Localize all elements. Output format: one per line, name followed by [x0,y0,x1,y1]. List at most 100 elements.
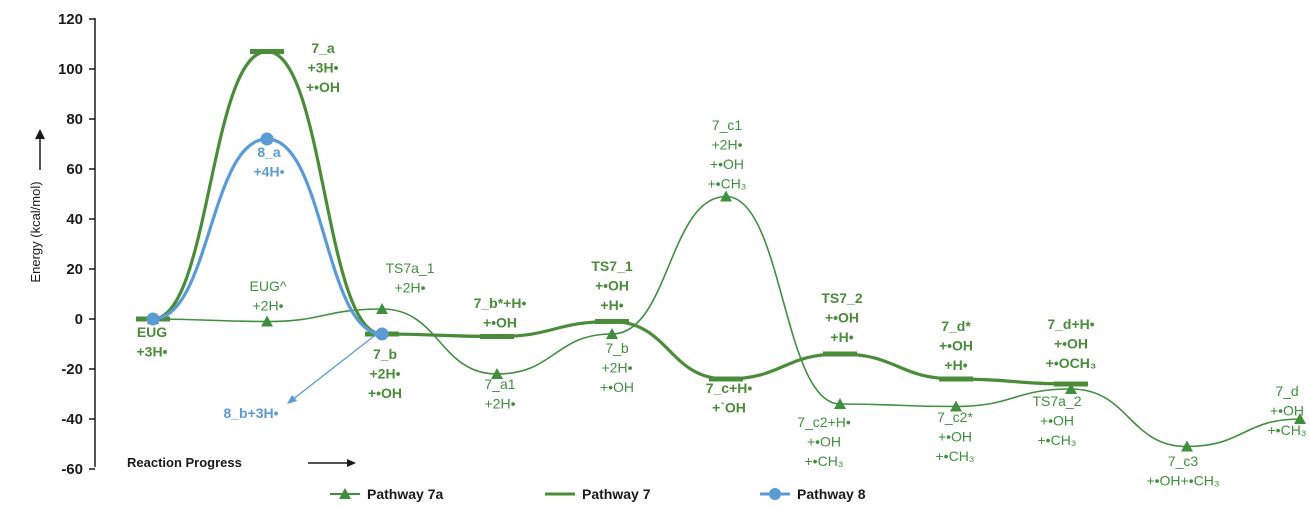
y-tick-label: 20 [66,261,83,278]
y-tick-label: 120 [58,11,83,28]
y-axis-label: Energy (kcal/mol) [28,181,43,282]
x-axis-arrowhead [347,459,356,467]
point-annotation: TS7_1 +•OH +H• [591,258,632,313]
annotation-line: +•OH [368,385,402,401]
annotation-line: TS7_1 [591,258,632,274]
annotation-line: +2H• [253,298,284,314]
annotation-line: +•OH [938,429,972,445]
point-annotation: 7_d+H• +•OH +•OCH₃ [1046,316,1097,371]
point-annotation: 7_c1 +2H• +•OH +•CH₃ [708,117,747,192]
y-tick-label: -60 [61,461,83,478]
annotation-line: +•OH [595,278,629,294]
series-point-pathway-8 [375,327,389,341]
point-annotation: EUG^ +2H• [250,278,287,314]
y-tick-label: 100 [58,61,83,78]
annotation-line: +•OH [600,379,634,395]
point-annotation: 7_b +2H• +•OH [368,346,402,401]
point-annotation: 7_a +3H• +•OH [306,40,340,95]
series-point-pathway-7 [595,319,629,324]
series-point-pathway-7a [950,400,962,412]
annotation-line: +•OH [483,315,517,331]
series-point-pathway-7 [1054,381,1088,387]
point-annotation: TS7a_2 +•OH +•CH₃ [1032,393,1081,448]
annotation-line: +•OH+•CH₃ [1146,473,1219,489]
point-annotation: TS7_2 +•OH +H• [821,290,862,345]
point-annotation: EUG +3H• [137,324,168,360]
series-point-pathway-7a [491,368,503,379]
annotation-line: +•OCH₃ [1046,355,1097,371]
series-point-pathway-7a [261,315,273,327]
annotation-line: +4H• [254,164,285,180]
annotation-line: +3H• [137,344,168,360]
point-annotation: 7_c2* +•OH +•CH₃ [936,409,975,464]
annotation-line: +H• [944,357,967,373]
annotation-line: 7_d+H• [1047,316,1094,332]
annotation-line: 7_c2+H• [797,414,851,430]
annotation-line: +˙OH [712,400,746,416]
annotation-arrowhead-8b [287,395,297,404]
annotation-line: EUG^ [250,278,287,294]
chart-legend: Pathway 7a Pathway 7 Pathway 8 [330,486,866,502]
annotation-line: +•OH [1054,336,1088,352]
annotation-line: 7_b*+H• [474,295,527,311]
y-tick-label: -40 [61,411,83,428]
series-point-pathway-7a [1181,440,1193,452]
y-tick-label: 40 [66,211,83,228]
annotation-line: +2H• [395,280,426,296]
y-tick-label: 0 [75,311,83,328]
chart-axes: -60 -40 -20 0 20 40 60 80 100 120 Energy (kcal/mol… [28,11,356,478]
annotation-line: +•CH₃ [1038,432,1077,448]
annotation-line: +•CH₃ [936,448,975,464]
series-point-pathway-7a [1294,413,1306,424]
y-tick-label: -20 [61,361,83,378]
point-annotation: 7_c2+H• +•OH +•CH₃ [797,414,851,469]
annotation-line: +2H• [485,396,516,412]
point-annotation: 7_d* +•OH +H• [939,318,973,373]
series-point-pathway-7 [823,351,857,357]
chart-series [136,49,1306,452]
annotation-line: +H• [830,329,853,345]
legend-label: Pathway 7a [367,486,443,502]
annotation-line: +•CH₃ [708,176,747,192]
y-axis-arrowhead [35,129,45,139]
annotation-line: +•OH [939,338,973,354]
annotation-line: +H• [600,297,623,313]
annotation-line: +•OH [807,434,841,450]
annotation-line: 7_c1 [712,117,743,133]
series-point-pathway-7 [250,49,284,54]
annotation-line: +2H• [712,137,743,153]
annotation-line: 7_d [1275,383,1298,399]
annotation-line: +•OH [1040,413,1074,429]
annotation-line: +3H• [308,60,339,76]
annotation-line: TS7a_1 [385,260,434,276]
series-point-pathway-8 [260,132,274,146]
legend-label: Pathway 7 [582,486,651,502]
annotation-line: 7_d* [941,318,971,334]
series-point-pathway-8 [146,312,160,326]
y-tick-label: 80 [66,111,83,128]
series-point-pathway-7a [720,190,732,202]
point-annotation: 7_a1 +2H• [484,376,515,412]
annotation-line: +•OH [825,310,859,326]
annotation-line: 8_b+3H• [223,405,278,421]
legend-marker-triangle [339,488,351,499]
annotation-line: +2H• [602,360,633,376]
annotation-line: 7_a [311,40,335,56]
x-axis-label: Reaction Progress [127,455,242,470]
series-point-pathway-7 [939,376,973,382]
point-annotation: 7_b +2H• +•OH [600,340,634,395]
chart-annotations: EUG +3H• 7_a +3H• +•OH 8_a +4H• EUG^ +2H• TS7a_1 +… [137,40,1307,489]
point-annotation: 7_b*+H• +•OH [474,295,527,331]
annotation-line: +•OH [306,79,340,95]
annotation-line: 7_c3 [1168,453,1199,469]
annotation-line: 7_c+H• [706,380,753,396]
annotation-line: 7_b [373,346,397,362]
point-annotation: 8_b+3H• [223,405,278,421]
point-annotation: TS7a_1 +2H• [385,260,434,296]
series-point-pathway-7a [606,328,618,339]
annotation-line: TS7_2 [821,290,862,306]
series-point-pathway-7a [834,398,846,409]
series-point-pathway-7a [376,303,388,314]
annotation-line: TS7a_2 [1032,393,1081,409]
